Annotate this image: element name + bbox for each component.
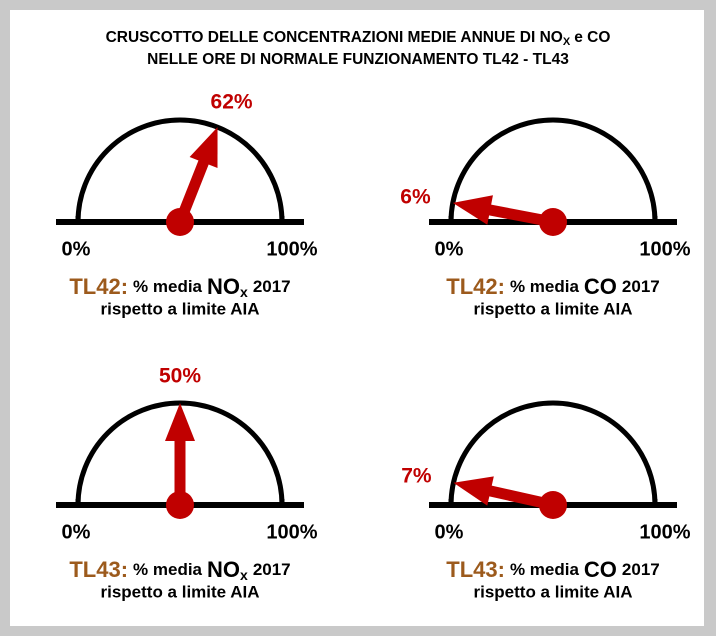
value-label: 6%	[400, 186, 431, 209]
caption-line1: TL43: % media NOx 2017	[69, 557, 290, 583]
caption-text: % media	[510, 277, 580, 296]
title-sub: X	[563, 36, 571, 48]
needle-hub	[539, 208, 567, 236]
caption-unit: TL42:	[69, 274, 128, 299]
needle	[174, 127, 218, 225]
caption-year: 2017	[253, 277, 291, 296]
caption-sub: x	[240, 567, 248, 583]
gauge-tick-label: 100%	[639, 521, 690, 543]
caption-line1: TL43: % media CO 2017	[446, 557, 660, 582]
caption-year: 2017	[622, 277, 660, 296]
needle	[452, 195, 555, 228]
value-label: 7%	[401, 465, 432, 488]
caption-pollutant: CO	[584, 274, 617, 299]
needle-head	[452, 195, 493, 225]
caption-line2: rispetto a limite AIA	[100, 582, 259, 601]
caption-pollutant: NO	[207, 557, 240, 582]
needle-hub	[166, 208, 194, 236]
title-text: CRUSCOTTO DELLE CONCENTRAZIONI MEDIE ANN…	[106, 29, 563, 46]
gauge-arc	[448, 117, 658, 223]
caption-text: % media	[510, 560, 580, 579]
caption-year: 2017	[253, 560, 291, 579]
caption-pollutant: CO	[584, 557, 617, 582]
caption-sub: x	[240, 284, 248, 300]
caption-line2: rispetto a limite AIA	[473, 299, 632, 318]
gauge-tick-label: 0%	[435, 238, 464, 260]
needle-hub	[539, 491, 567, 519]
caption-year: 2017	[622, 560, 660, 579]
caption-unit: TL42:	[446, 274, 505, 299]
needle-shaft	[485, 484, 555, 511]
gauge-tick-label: 100%	[266, 521, 317, 543]
caption-line1: TL42: % media NOx 2017	[69, 274, 290, 300]
caption-line2: rispetto a limite AIA	[473, 582, 632, 601]
caption-text: % media	[133, 560, 203, 579]
value-label: 62%	[211, 91, 253, 114]
caption-unit: TL43:	[446, 557, 505, 582]
needle	[165, 403, 195, 505]
gauge-tick-label: 100%	[266, 238, 317, 260]
gauge-arc	[75, 117, 285, 223]
panel	[10, 10, 704, 626]
caption-line1: TL42: % media CO 2017	[446, 274, 660, 299]
needle-shaft	[174, 437, 186, 505]
needle-head	[189, 127, 218, 169]
caption-line2: rispetto a limite AIA	[100, 299, 259, 318]
value-label: 50%	[159, 365, 201, 388]
gauge-tick-label: 0%	[435, 521, 464, 543]
needle	[453, 476, 555, 511]
needle-shaft	[485, 203, 555, 228]
title-line2: NELLE ORE DI NORMALE FUNZIONAMENTO TL42 …	[147, 51, 569, 68]
title-text: e CO	[574, 29, 610, 46]
gauge-tick-label: 0%	[62, 521, 91, 543]
needle-shaft	[174, 156, 211, 225]
needle-head	[165, 403, 195, 441]
gauge-tick-label: 100%	[639, 238, 690, 260]
needle-head	[453, 476, 494, 506]
caption-unit: TL43:	[69, 557, 128, 582]
gauge-arc	[448, 400, 658, 506]
caption-pollutant: NO	[207, 274, 240, 299]
needle-hub	[166, 491, 194, 519]
title-line1: CRUSCOTTO DELLE CONCENTRAZIONI MEDIE ANN…	[106, 29, 611, 48]
gauge-tick-label: 0%	[62, 238, 91, 260]
caption-text: % media	[133, 277, 203, 296]
